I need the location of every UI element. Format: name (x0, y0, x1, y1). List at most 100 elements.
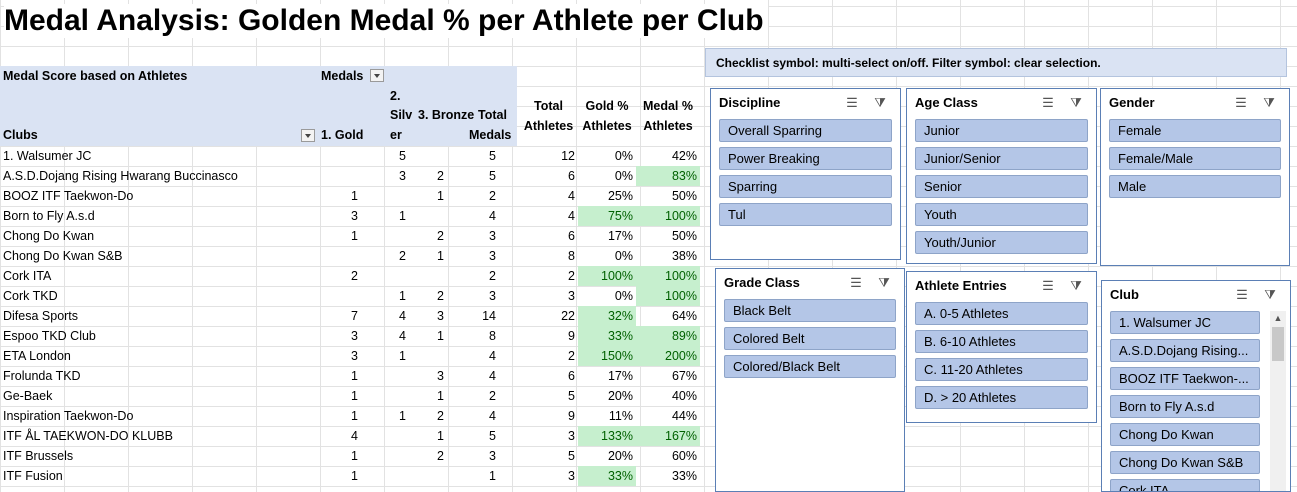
slicer-item[interactable]: Tul (719, 203, 892, 226)
age-class-slicer[interactable]: Age Class ☰ ⧩ Junior Junior/Senior Senior Yout… (906, 88, 1097, 264)
slicer-item[interactable]: B. 6-10 Athletes (915, 330, 1088, 353)
total-athletes-cell: 3 (568, 289, 575, 303)
pivot-row[interactable]: ITF Fusion 1 1 (0, 466, 517, 486)
total-athletes-cell: 12 (561, 149, 575, 163)
slicer-item[interactable]: Youth (915, 203, 1088, 226)
pivot-row[interactable]: Espoo TKD Club 3 4 1 8 (0, 326, 517, 346)
pivot-table[interactable]: Medal Score based on Athletes Medals Clu… (0, 66, 517, 486)
slicer-item[interactable]: Junior (915, 119, 1088, 142)
slicer-item[interactable]: A. 0-5 Athletes (915, 302, 1088, 325)
stats-row[interactable]: 4 75% 100% (519, 206, 702, 226)
slicer-scrollbar[interactable]: ▲ (1270, 311, 1286, 491)
gold-pct-cell: 17% (607, 369, 633, 383)
pivot-row[interactable]: Inspiration Taekwon-Do 1 1 2 4 (0, 406, 517, 426)
gold-pct-cell: 75% (578, 206, 636, 226)
stats-row[interactable]: 3 33% 33% (519, 466, 702, 486)
stats-row[interactable]: 9 33% 89% (519, 326, 702, 346)
clear-filter-icon[interactable]: ⧩ (1070, 95, 1082, 110)
clear-filter-icon[interactable]: ⧩ (1070, 278, 1082, 293)
bronze-cell: 2 (437, 169, 444, 183)
pivot-row[interactable]: ITF ÅL TAEKWON-DO KLUBB 4 1 5 (0, 426, 517, 446)
grade-class-slicer[interactable]: Grade Class ☰ ⧩ Black Belt Colored Belt Color… (715, 268, 905, 492)
pivot-row[interactable]: Chong Do Kwan 1 2 3 (0, 226, 517, 246)
stats-row[interactable]: 9 11% 44% (519, 406, 702, 426)
total-medals-cell: 5 (489, 429, 496, 443)
discipline-slicer[interactable]: Discipline ☰ ⧩ Overall Sparring Power Breaki… (710, 88, 901, 260)
slicer-item[interactable]: D. > 20 Athletes (915, 386, 1088, 409)
pivot-row[interactable]: Cork TKD 1 2 3 (0, 286, 517, 306)
slicer-item[interactable]: Overall Sparring (719, 119, 892, 142)
athlete-entries-slicer[interactable]: Athlete Entries ☰ ⧩ A. 0-5 Athletes B. 6-10 … (906, 271, 1097, 423)
clear-filter-icon[interactable]: ⧩ (1263, 95, 1275, 110)
slicer-item[interactable]: BOOZ ITF Taekwon-... (1110, 367, 1260, 390)
gold-cell: 1 (351, 229, 358, 243)
slicer-item[interactable]: Cork ITA (1110, 479, 1260, 491)
stats-row[interactable]: 2 150% 200% (519, 346, 702, 366)
total-medals-cell: 2 (489, 269, 496, 283)
slicer-item[interactable]: Female/Male (1109, 147, 1281, 170)
slicer-item[interactable]: Colored/Black Belt (724, 355, 896, 378)
scroll-thumb[interactable] (1272, 327, 1284, 361)
clear-filter-icon[interactable]: ⧩ (1264, 287, 1276, 302)
pivot-row[interactable]: Frolunda TKD 1 3 4 (0, 366, 517, 386)
pivot-row[interactable]: A.S.D.Dojang Rising Hwarang Buccinasco 3 2… (0, 166, 517, 186)
pivot-row[interactable]: Difesa Sports 7 4 3 14 (0, 306, 517, 326)
clubs-filter-dropdown-icon[interactable] (301, 129, 315, 142)
silver-cell: 5 (399, 149, 406, 163)
gender-slicer[interactable]: Gender ☰ ⧩ Female Female/Male Male (1100, 88, 1290, 266)
slicer-item[interactable]: Junior/Senior (915, 147, 1088, 170)
multi-select-icon[interactable]: ☰ (1042, 278, 1054, 293)
stats-row[interactable]: 4 25% 50% (519, 186, 702, 206)
pivot-row[interactable]: Ge-Baek 1 1 2 (0, 386, 517, 406)
slicer-item[interactable]: Born to Fly A.s.d (1110, 395, 1260, 418)
slicer-item[interactable]: Youth/Junior (915, 231, 1088, 254)
slicer-item[interactable]: Sparring (719, 175, 892, 198)
slicer-item[interactable]: Senior (915, 175, 1088, 198)
pivot-row[interactable]: BOOZ ITF Taekwon-Do 1 1 2 (0, 186, 517, 206)
medal-pct-header-line2: Athletes (643, 119, 693, 133)
slicer-item[interactable]: Power Breaking (719, 147, 892, 170)
slicer-item[interactable]: Black Belt (724, 299, 896, 322)
multi-select-icon[interactable]: ☰ (1236, 287, 1248, 302)
pivot-row[interactable]: ETA London 3 1 4 (0, 346, 517, 366)
pivot-row[interactable]: Cork ITA 2 2 (0, 266, 517, 286)
medals-filter-dropdown-icon[interactable] (370, 69, 384, 82)
stats-row[interactable]: 6 0% 83% (519, 166, 702, 186)
stats-row[interactable]: 22 32% 64% (519, 306, 702, 326)
stats-row[interactable]: 6 17% 67% (519, 366, 702, 386)
club-slicer[interactable]: Club ☰ ⧩ 1. Walsumer JC A.S.D.Dojang Rising.… (1101, 280, 1291, 492)
slicer-item[interactable]: 1. Walsumer JC (1110, 311, 1260, 334)
multi-select-icon[interactable]: ☰ (846, 95, 858, 110)
gold-pct-cell: 32% (578, 306, 636, 326)
slicer-item[interactable]: A.S.D.Dojang Rising... (1110, 339, 1260, 362)
stats-row[interactable]: 8 0% 38% (519, 246, 702, 266)
pivot-row[interactable]: ITF Brussels 1 2 3 (0, 446, 517, 466)
slicer-item[interactable]: Male (1109, 175, 1281, 198)
scroll-up-icon[interactable]: ▲ (1273, 313, 1283, 323)
multi-select-icon[interactable]: ☰ (1235, 95, 1247, 110)
pivot-row[interactable]: 1. Walsumer JC 5 5 (0, 146, 517, 166)
stats-table[interactable]: Total Athletes Gold % Athletes Medal % A… (519, 86, 702, 486)
pivot-header: Medal Score based on Athletes Medals Clu… (0, 66, 517, 146)
pivot-row[interactable]: Chong Do Kwan S&B 2 1 3 (0, 246, 517, 266)
clear-filter-icon[interactable]: ⧩ (874, 95, 886, 110)
multi-select-icon[interactable]: ☰ (850, 275, 862, 290)
slicer-item[interactable]: Female (1109, 119, 1281, 142)
slicer-item[interactable]: Chong Do Kwan (1110, 423, 1260, 446)
pivot-row[interactable]: Born to Fly A.s.d 3 1 4 (0, 206, 517, 226)
stats-row[interactable]: 3 0% 100% (519, 286, 702, 306)
stats-row[interactable]: 6 17% 50% (519, 226, 702, 246)
gold-cell: 2 (351, 269, 358, 283)
multi-select-icon[interactable]: ☰ (1042, 95, 1054, 110)
stats-row[interactable]: 5 20% 60% (519, 446, 702, 466)
stats-row[interactable]: 3 133% 167% (519, 426, 702, 446)
total-athletes-cell: 6 (568, 229, 575, 243)
slicer-item[interactable]: C. 11-20 Athletes (915, 358, 1088, 381)
slicer-item[interactable]: Chong Do Kwan S&B (1110, 451, 1260, 474)
stats-row[interactable]: 2 100% 100% (519, 266, 702, 286)
slicer-item[interactable]: Colored Belt (724, 327, 896, 350)
stats-row[interactable]: 12 0% 42% (519, 146, 702, 166)
stats-row[interactable]: 5 20% 40% (519, 386, 702, 406)
gold-pct-cell: 17% (607, 229, 633, 243)
clear-filter-icon[interactable]: ⧩ (878, 275, 890, 290)
